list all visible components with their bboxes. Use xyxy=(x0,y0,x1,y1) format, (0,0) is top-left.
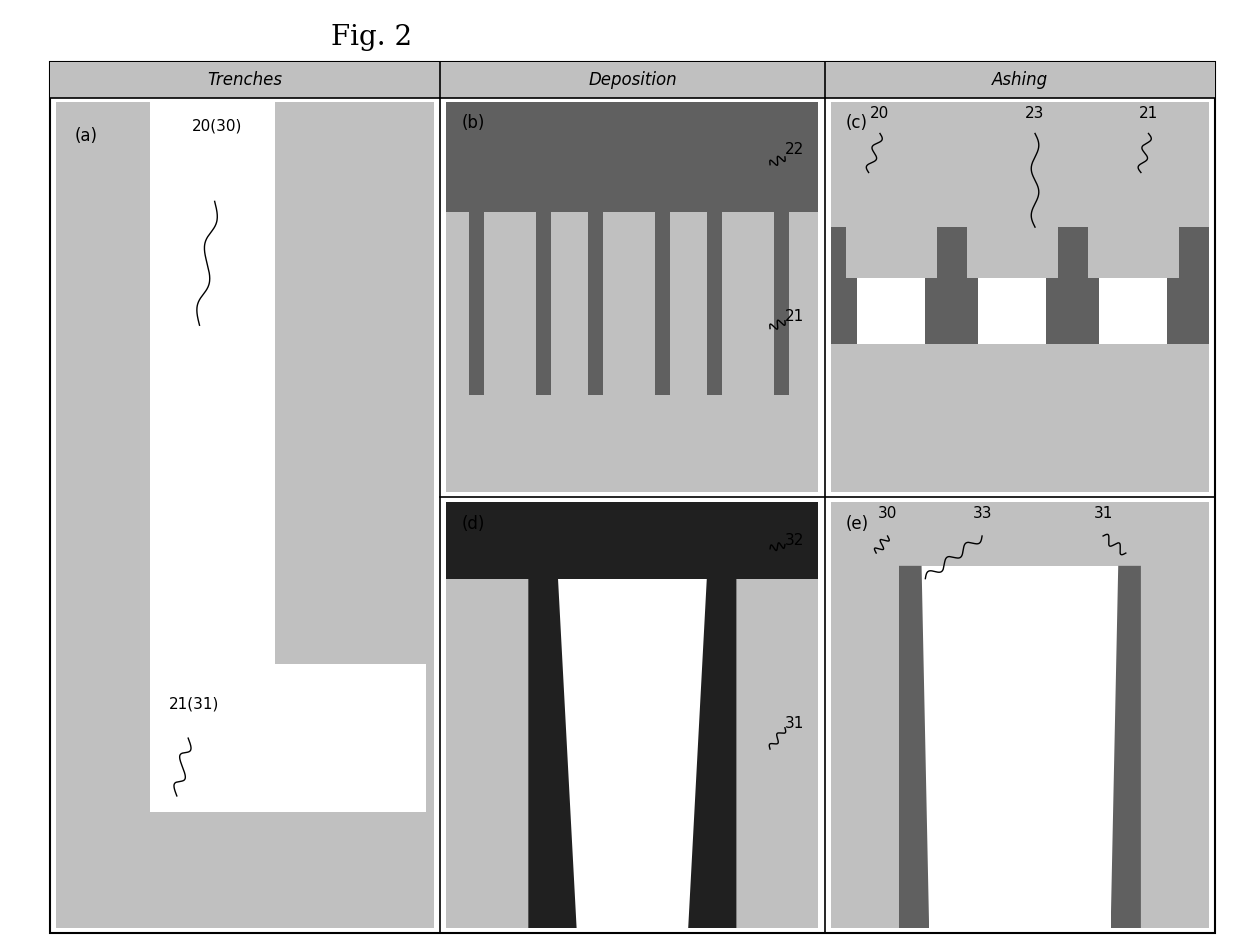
Text: 33: 33 xyxy=(972,506,992,521)
Bar xyxy=(899,566,1141,928)
Bar xyxy=(150,102,275,664)
Bar xyxy=(831,227,1209,344)
Bar xyxy=(56,813,434,928)
Bar xyxy=(56,102,150,664)
Text: 23: 23 xyxy=(1025,106,1045,121)
Text: 30: 30 xyxy=(878,506,898,521)
Text: 31: 31 xyxy=(785,716,805,731)
Bar xyxy=(722,211,774,395)
Text: Ashing: Ashing xyxy=(992,70,1048,89)
Text: (c): (c) xyxy=(846,114,868,132)
Bar xyxy=(978,277,1047,344)
Text: (a): (a) xyxy=(74,127,98,145)
Bar xyxy=(577,579,688,928)
Text: 21(31): 21(31) xyxy=(169,697,219,712)
Text: 21: 21 xyxy=(785,310,805,325)
Bar xyxy=(1100,277,1167,344)
Bar xyxy=(707,211,789,395)
Text: (d): (d) xyxy=(461,515,485,533)
Bar xyxy=(1087,102,1179,277)
Bar xyxy=(737,579,818,928)
Bar xyxy=(469,211,551,395)
Bar xyxy=(857,277,925,344)
Bar xyxy=(484,211,536,395)
Text: 31: 31 xyxy=(1094,506,1112,521)
Text: 20: 20 xyxy=(870,106,889,121)
Bar xyxy=(846,102,936,277)
Bar xyxy=(929,566,1111,928)
Text: 22: 22 xyxy=(785,142,805,156)
Bar xyxy=(967,102,1058,277)
Text: 21: 21 xyxy=(1138,106,1158,121)
Polygon shape xyxy=(899,566,929,928)
Bar xyxy=(1141,545,1209,928)
Text: (b): (b) xyxy=(461,114,485,132)
Bar xyxy=(275,102,434,664)
Text: Trenches: Trenches xyxy=(207,70,283,89)
Polygon shape xyxy=(688,579,737,928)
Bar xyxy=(603,211,655,395)
Bar xyxy=(528,579,737,928)
Polygon shape xyxy=(528,579,577,928)
Bar xyxy=(831,545,899,928)
Text: Fig. 2: Fig. 2 xyxy=(331,24,413,51)
Bar xyxy=(588,211,670,395)
Bar xyxy=(150,664,427,813)
Text: 20(30): 20(30) xyxy=(192,118,242,134)
Polygon shape xyxy=(1111,566,1141,928)
Bar xyxy=(446,579,528,928)
Text: (e): (e) xyxy=(846,515,869,533)
Bar xyxy=(446,502,818,579)
Text: Deposition: Deposition xyxy=(588,70,677,89)
Text: 32: 32 xyxy=(785,533,805,547)
Bar xyxy=(446,102,818,211)
